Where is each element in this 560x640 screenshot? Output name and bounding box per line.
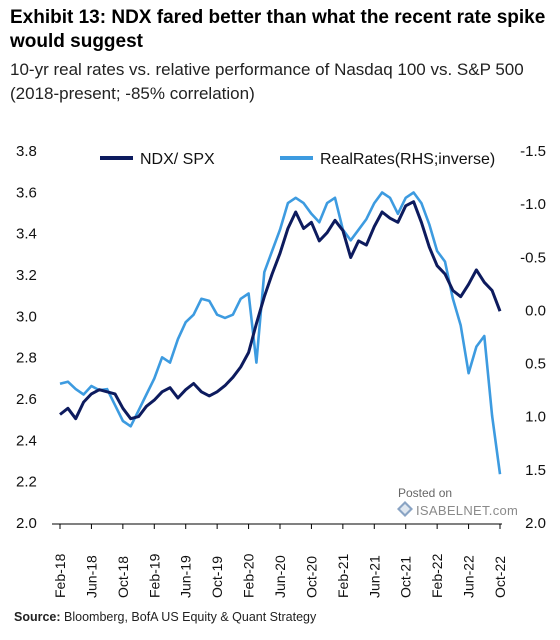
y-tick-right: -1.5 xyxy=(520,143,546,160)
y-tick-left: 3.0 xyxy=(16,308,37,325)
x-tick-label: Jun-21 xyxy=(366,555,382,598)
watermark-name: ISABELNET.com xyxy=(416,503,519,518)
y-tick-left: 2.4 xyxy=(16,432,37,449)
x-tick-label: Feb-22 xyxy=(429,553,445,598)
x-tick-label: Feb-21 xyxy=(335,553,351,598)
y-tick-left: 2.2 xyxy=(16,474,37,491)
chart-title: Exhibit 13: NDX fared better than what t… xyxy=(10,7,546,52)
y-tick-right: 1.0 xyxy=(525,409,546,426)
x-tick-label: Feb-18 xyxy=(52,553,68,598)
x-tick-label: Oct-21 xyxy=(398,556,414,598)
y-tick-left: 3.4 xyxy=(16,226,37,243)
x-tick-label: Oct-20 xyxy=(303,556,319,598)
legend-label-rates: RealRates(RHS;inverse) xyxy=(320,151,495,168)
y-tick-right: 0.0 xyxy=(525,302,546,319)
source-text: Bloomberg, BofA US Equity & Quant Strate… xyxy=(60,610,317,624)
legend-label-ndx: NDX/ SPX xyxy=(140,151,215,168)
y-tick-right: 0.5 xyxy=(525,356,546,373)
source-label: Source: xyxy=(14,610,61,624)
watermark: Posted on ISABELNET.com xyxy=(396,486,536,522)
y-tick-right: 2.0 xyxy=(525,515,546,532)
x-tick-label: Jun-18 xyxy=(83,555,99,598)
y-tick-left: 2.8 xyxy=(16,350,37,367)
watermark-posted: Posted on xyxy=(398,486,453,500)
y-tick-right: -0.5 xyxy=(520,249,546,266)
y-tick-left: 2.6 xyxy=(16,391,37,408)
x-tick-label: Oct-22 xyxy=(492,556,508,598)
y-tick-right: -1.0 xyxy=(520,196,546,213)
x-tick-label: Oct-19 xyxy=(209,556,225,598)
x-tick-label: Feb-19 xyxy=(146,553,162,598)
chart-subtitle: 10-yr real rates vs. relative performanc… xyxy=(10,60,524,103)
x-tick-label: Jun-20 xyxy=(272,555,288,598)
y-tick-left: 3.2 xyxy=(16,267,37,284)
y-tick-left: 3.8 xyxy=(16,143,37,160)
series-line-real-rates xyxy=(59,191,502,475)
y-tick-left: 2.0 xyxy=(16,515,37,532)
isabelnet-logo-icon xyxy=(397,501,413,517)
x-tick-label: Feb-20 xyxy=(241,553,257,598)
x-tick-label: Jun-22 xyxy=(461,555,477,598)
x-tick-label: Oct-18 xyxy=(115,556,131,598)
series-line-ndx-spx xyxy=(59,200,502,421)
x-tick-label: Jun-19 xyxy=(178,555,194,598)
source-note: Source: Bloomberg, BofA US Equity & Quan… xyxy=(14,610,316,624)
y-tick-right: 1.5 xyxy=(525,462,546,479)
y-tick-left: 3.6 xyxy=(16,184,37,201)
